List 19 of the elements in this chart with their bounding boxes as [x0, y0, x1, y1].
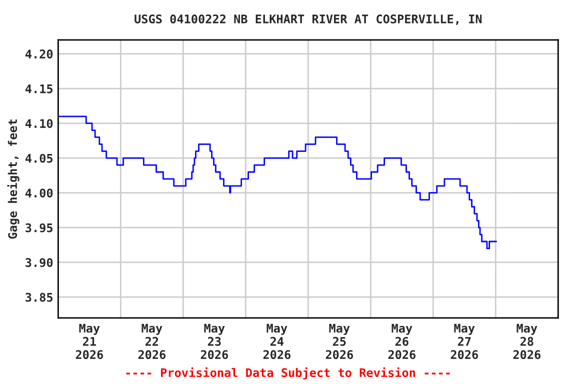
y-axis-title: Gage height, feet — [7, 119, 20, 239]
y-tick-label: 4.20 — [25, 50, 53, 58]
x-tick-label: May 25 2026 — [326, 324, 353, 360]
y-tick-label: 4.15 — [25, 84, 53, 94]
x-tick-label: May 21 2026 — [76, 324, 103, 360]
x-tick-label: May 27 2026 — [450, 324, 478, 360]
y-tick-label: 3.85 — [26, 292, 53, 302]
x-tick-label: May 26 2026 — [388, 324, 416, 360]
y-tick-label: 3.95 — [26, 223, 53, 232]
y-tick-label: 3.90 — [26, 258, 53, 268]
y-tick-label: 4.05 — [25, 154, 53, 163]
x-tick-label: May 22 2026 — [138, 324, 166, 360]
text: ---- Provisional Data Subject to Revision ---- — [126, 367, 450, 380]
x-tick-label: May 28 2026 — [513, 324, 540, 360]
x-tick-label: May 23 2026 — [200, 324, 228, 360]
y-tick-label: 4.00 — [25, 188, 53, 198]
chart-title: USGS 04100222 NB ELKHART RIVER AT COSPERVILLE, IN — [134, 14, 482, 25]
y-tick-label: 4.10 — [25, 119, 53, 128]
x-tick-label: May 24 2026 — [263, 324, 290, 360]
